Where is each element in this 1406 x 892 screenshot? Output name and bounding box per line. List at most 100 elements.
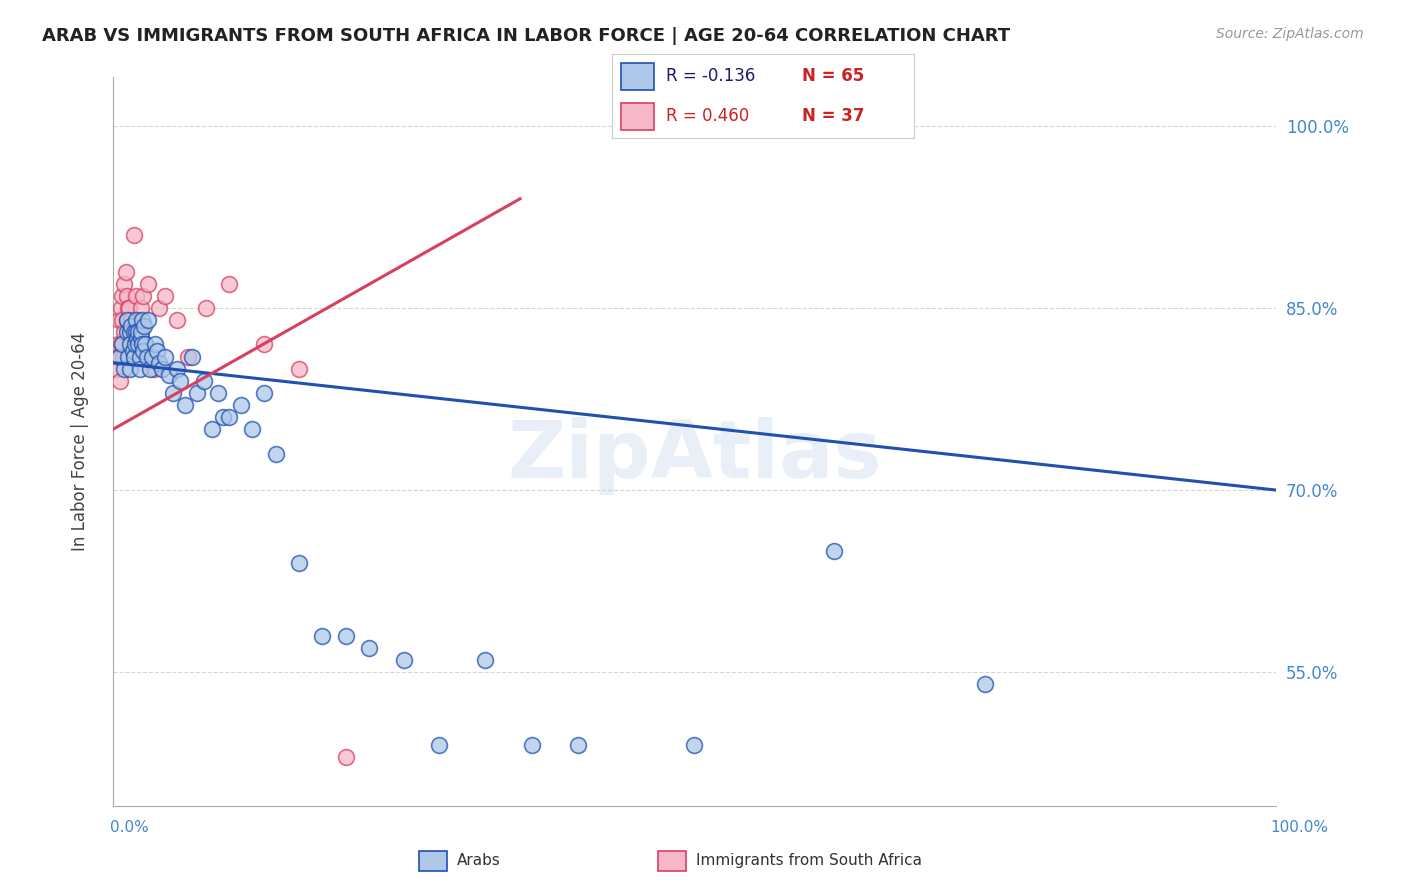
Point [136,313,159,327]
Point [121,343,143,358]
Text: ARAB VS IMMIGRANTS FROM SOUTH AFRICA IN LABOR FORCE | AGE 20-64 CORRELATION CHAR: ARAB VS IMMIGRANTS FROM SOUTH AFRICA IN … [42,27,1011,45]
Point [139,361,162,376]
Point [207,386,229,401]
Point [153,350,176,364]
Point [181,350,204,364]
Point [111,337,134,351]
Point [108,350,131,364]
Point [120,337,142,351]
Point [162,386,184,401]
Point [110,301,132,315]
Point [474,653,496,667]
Point [242,422,264,436]
Point [683,738,706,752]
Text: R = 0.460: R = 0.460 [666,107,749,125]
Point [134,337,156,351]
Point [253,337,276,351]
Point [153,289,176,303]
Point [111,289,134,303]
Point [974,677,997,691]
Point [108,374,131,388]
Point [335,750,357,764]
Point [128,361,150,376]
Point [135,350,157,364]
Text: 100.0%: 100.0% [1271,821,1329,835]
Point [115,313,138,327]
Point [186,386,208,401]
Point [121,313,143,327]
Point [264,447,287,461]
Text: Immigrants from South Africa: Immigrants from South Africa [696,854,922,868]
Point [105,361,128,376]
Point [166,361,188,376]
Point [150,361,173,376]
Point [122,228,145,243]
Point [335,629,357,643]
Point [146,343,169,358]
Point [121,319,143,334]
Point [229,398,252,412]
Point [131,313,153,327]
Point [201,422,224,436]
Point [177,350,200,364]
Bar [620,62,654,90]
Point [218,277,240,291]
Point [129,301,152,315]
Point [520,738,543,752]
Point [131,337,153,351]
Point [132,289,155,303]
Point [169,374,191,388]
Point [427,738,450,752]
Point [120,326,142,340]
Point [114,265,136,279]
Y-axis label: In Labor Force | Age 20-64: In Labor Force | Age 20-64 [72,332,89,551]
Point [134,319,156,334]
Point [129,326,152,340]
Point [125,289,148,303]
Point [127,337,149,351]
Point [311,629,333,643]
Point [120,326,142,340]
Point [127,313,149,327]
Point [127,331,149,345]
Point [110,337,132,351]
Point [166,313,188,327]
Text: 0.0%: 0.0% [110,821,149,835]
Point [132,343,155,358]
Point [288,556,311,570]
Point [136,277,159,291]
Point [212,410,235,425]
Point [288,361,311,376]
Point [194,301,217,315]
Point [111,313,134,327]
Point [218,410,240,425]
Text: R = -0.136: R = -0.136 [666,68,755,86]
Point [125,326,148,340]
Bar [620,103,654,130]
Point [143,337,166,351]
Point [823,543,845,558]
Point [118,301,141,315]
Point [115,326,138,340]
Point [114,326,136,340]
Point [129,331,152,345]
Point [193,374,215,388]
Point [114,361,136,376]
Point [157,368,180,382]
Point [114,277,136,291]
Point [121,337,143,351]
Text: Arabs: Arabs [457,854,501,868]
Point [567,738,589,752]
Point [253,386,276,401]
Text: N = 65: N = 65 [801,68,865,86]
Point [141,350,163,364]
Point [107,350,129,364]
Point [357,640,380,655]
Point [142,361,165,376]
Point [127,326,149,340]
Text: N = 37: N = 37 [801,107,865,125]
Text: Source: ZipAtlas.com: Source: ZipAtlas.com [1216,27,1364,41]
Point [117,301,139,315]
Point [174,398,197,412]
Point [124,337,146,351]
